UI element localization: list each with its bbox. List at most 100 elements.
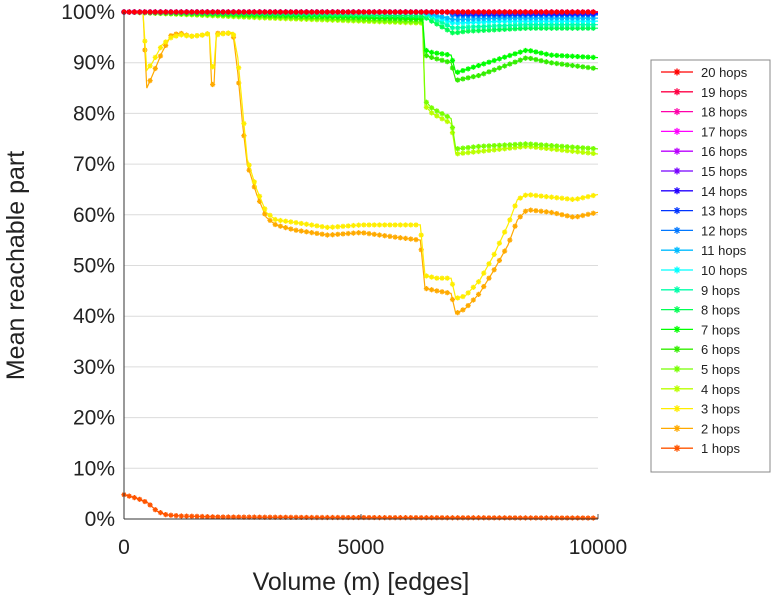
data-point <box>210 9 216 15</box>
data-point <box>439 275 445 281</box>
data-point <box>439 9 445 15</box>
data-point <box>392 9 398 15</box>
data-point <box>580 9 586 15</box>
data-point <box>502 22 508 29</box>
data-point <box>236 9 242 15</box>
data-point <box>590 192 596 199</box>
data-point <box>569 9 576 15</box>
data-point <box>382 515 388 521</box>
data-point <box>569 25 576 31</box>
data-point <box>533 15 539 21</box>
data-point <box>142 498 148 505</box>
data-point <box>564 15 570 21</box>
data-point <box>402 9 409 15</box>
data-point <box>439 116 445 122</box>
data-point <box>319 224 325 230</box>
data-point <box>496 18 503 24</box>
data-point <box>397 222 403 228</box>
data-point <box>340 223 346 229</box>
data-point <box>554 195 560 201</box>
data-point <box>423 47 430 54</box>
data-point <box>538 145 544 151</box>
data-point <box>548 15 555 21</box>
data-point <box>460 145 466 151</box>
data-point <box>283 9 289 15</box>
data-point <box>444 9 450 15</box>
data-point <box>507 515 513 521</box>
data-point <box>152 507 158 513</box>
data-point <box>580 195 586 201</box>
data-point <box>585 22 591 28</box>
data-point <box>465 28 471 34</box>
data-point <box>152 54 158 60</box>
data-point <box>517 141 523 147</box>
data-point <box>580 15 586 21</box>
data-point <box>168 9 174 15</box>
data-point <box>517 49 523 55</box>
data-point <box>512 9 518 15</box>
data-point <box>559 61 565 67</box>
legend-label: 10 hops <box>701 263 748 278</box>
legend-label: 7 hops <box>701 322 741 337</box>
y-axis-title: Mean reachable part <box>2 151 30 380</box>
legend-item: 20 hops <box>661 65 748 80</box>
data-point <box>236 514 242 520</box>
data-point <box>517 195 523 201</box>
data-point <box>475 515 482 521</box>
data-point <box>569 53 576 59</box>
legend-item: 9 hops <box>661 283 741 298</box>
data-point <box>439 57 445 63</box>
data-point <box>543 515 549 521</box>
legend-item: 19 hops <box>661 85 748 100</box>
data-point <box>319 514 325 521</box>
y-tick-label: 0% <box>85 508 115 531</box>
data-point <box>522 515 529 521</box>
legend-item: 16 hops <box>661 144 748 159</box>
data-point <box>423 99 430 105</box>
data-point <box>178 32 184 38</box>
legend-label: 16 hops <box>701 144 748 159</box>
data-point <box>481 27 487 33</box>
legend-label: 1 hops <box>701 441 741 456</box>
data-point <box>559 195 565 201</box>
data-point <box>157 53 164 59</box>
data-point <box>569 15 576 21</box>
data-point <box>371 231 377 237</box>
data-point <box>298 514 304 521</box>
data-point <box>402 235 409 242</box>
data-point <box>507 18 513 24</box>
data-point <box>455 151 461 157</box>
data-point <box>543 25 549 31</box>
data-point <box>350 230 357 236</box>
data-point <box>329 9 336 15</box>
data-point <box>522 15 529 21</box>
data-point <box>548 142 555 149</box>
legend-label: 14 hops <box>701 184 748 199</box>
data-point <box>543 51 549 57</box>
data-point <box>392 222 398 228</box>
data-point <box>538 18 544 24</box>
data-point <box>580 22 586 28</box>
data-point <box>465 290 471 296</box>
x-tick-label: 0 <box>118 536 130 559</box>
data-point <box>507 61 513 67</box>
data-point <box>486 27 492 33</box>
series-3-hops <box>121 9 599 301</box>
legend-swatch-marker <box>673 127 681 135</box>
data-point <box>502 248 508 254</box>
data-point <box>293 220 299 226</box>
data-point <box>298 9 304 15</box>
data-point <box>512 59 518 65</box>
data-point <box>590 65 596 71</box>
data-point <box>455 20 461 26</box>
data-point <box>449 57 456 64</box>
legend-swatch-marker <box>673 365 681 373</box>
legend-item: 18 hops <box>661 105 748 120</box>
data-point <box>575 22 581 28</box>
data-point <box>475 16 482 22</box>
data-point <box>267 217 273 223</box>
data-point <box>491 147 497 153</box>
legend-item: 4 hops <box>661 382 741 397</box>
data-point <box>559 515 565 521</box>
data-point <box>528 207 534 213</box>
